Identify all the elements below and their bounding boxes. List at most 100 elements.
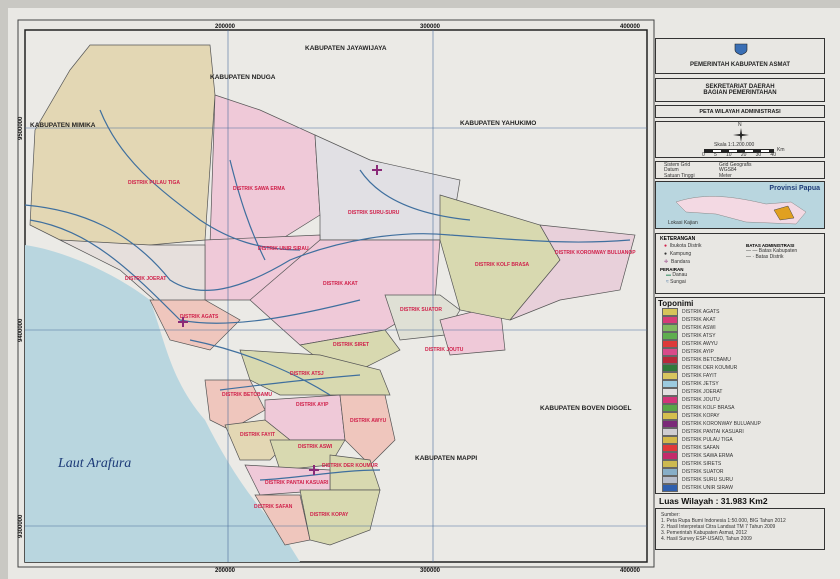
keterangan-items: ● Ibukota Distrik ● Kampung ✛ Bandara <box>664 242 820 266</box>
toponimi-item: DISTRIK KOLF BRASA <box>658 404 822 412</box>
grid-y-label: 9300000 <box>18 514 24 538</box>
district-label: DISTRIK AWYU <box>350 418 387 424</box>
toponimi-label: DISTRIK AWYU <box>682 341 718 347</box>
district-label: DISTRIK DER KOUMUR <box>322 463 378 469</box>
toponimi-list: DISTRIK AGATS DISTRIK AKAT DISTRIK ASWI DIS… <box>658 308 822 492</box>
toponimi-label: DISTRIK ATSY <box>682 333 716 339</box>
keterangan-item: ● Kampung <box>664 250 820 258</box>
grid-x-label-bottom: 200000 <box>215 568 236 574</box>
office-box: SEKRETARIAT DAERAH BAGIAN PEMERINTAHAN <box>655 78 825 102</box>
toponimi-label: DISTRIK PANTAI KASUARI <box>682 429 744 435</box>
source-item: 2. Hasil Interpretasi Citra Landsat TM 7… <box>661 524 776 530</box>
color-swatch <box>662 324 678 332</box>
toponimi-item: DISTRIK SUATOR <box>658 468 822 476</box>
district-label: DISTRIK SURU-SURU <box>348 210 400 216</box>
toponimi-label: DISTRIK JETSY <box>682 381 719 387</box>
toponimi-label: DISTRIK SURU SURU <box>682 477 733 483</box>
toponimi-item: DISTRIK SAWA ERMA <box>658 452 822 460</box>
toponimi-item: DISTRIK SURU SURU <box>658 476 822 484</box>
color-swatch <box>662 444 678 452</box>
projection-row: Datum WGS84 <box>664 167 816 174</box>
toponimi-label: DISTRIK UNIR SIRAW <box>682 485 733 491</box>
water-label: Sungai <box>670 279 686 285</box>
color-swatch <box>662 428 678 436</box>
scale-tick: 30 <box>755 152 762 158</box>
toponimi-item: DISTRIK JOERAT <box>658 388 822 396</box>
source-item: 4. Hasil Survey ESP-USAID, Tahun 2009 <box>661 536 752 542</box>
toponimi-item: DISTRIK JOUTU <box>658 396 822 404</box>
color-swatch <box>662 452 678 460</box>
district-label: DISTRIK SAFAN <box>254 504 293 510</box>
projection-row: Satuan Tinggi Meter <box>664 172 816 179</box>
projection-key: Datum <box>664 167 679 174</box>
toponimi-title: Toponimi <box>658 299 694 308</box>
sources-title: Sumber: <box>661 512 680 518</box>
neighbor-label: KABUPATEN YAHUKIMO <box>460 120 536 127</box>
district-label: DISTRIK UNIR SIRAU <box>258 246 309 252</box>
district-label: DISTRIK SIRET <box>333 342 369 348</box>
map-title: PETA WILAYAH ADMINISTRASI <box>699 109 781 115</box>
district-label: DISTRIK SAWA ERMA <box>233 186 285 192</box>
inset-map <box>675 196 807 225</box>
district-labels: DISTRIK PULAU TIGA DISTRIK SAWA ERMA DIS… <box>125 180 636 518</box>
keterangan-item: ● Ibukota Distrik <box>664 242 820 250</box>
water-title: PERAIRAN <box>660 267 684 272</box>
keterangan-label: Ibukota Distrik <box>669 243 702 249</box>
projection-value: Grid Geografis <box>719 162 752 168</box>
red-dot-icon: ● <box>664 243 668 249</box>
projection-value: Meter <box>719 172 732 179</box>
neighbor-label: KABUPATEN NDUGA <box>210 74 276 81</box>
header-title: PEMERINTAH KABUPATEN ASMAT <box>690 62 790 68</box>
area-label: Luas Wilayah : 31.983 Km2 <box>659 496 768 506</box>
color-swatch <box>662 468 678 476</box>
color-swatch <box>662 340 678 348</box>
grid-x-label-bottom: 300000 <box>420 568 441 574</box>
district-label: DISTRIK BETCBAMU <box>222 392 272 398</box>
admin-label: Batas Distrik <box>755 254 784 260</box>
toponimi-item: DISTRIK JETSY <box>658 380 822 388</box>
toponimi-item: DISTRIK BETCBAMU <box>658 356 822 364</box>
sea-area <box>25 245 300 562</box>
inset-legend: Lokasi Kajian <box>668 220 698 226</box>
admin-boundary-legend: BATAS ADMINISTRASI — — Batas Kabupaten —… <box>746 243 797 260</box>
color-swatch <box>662 412 678 420</box>
toponimi-item: DISTRIK ATSY <box>658 332 822 340</box>
district-koroway-buluanop-area <box>509 224 636 321</box>
projection-key: Sistem Grid <box>664 162 691 168</box>
black-dot-icon: ● <box>664 251 668 257</box>
projection-box: Sistem Grid Grid Geografis Datum WGS84 Sat… <box>655 161 825 179</box>
neighbor-label: KABUPATEN JAYAWIJAYA <box>305 45 387 52</box>
grid-x-label-top: 200000 <box>215 24 236 30</box>
source-item: 3. Pemerintah Kabupaten Asmat, 2012 <box>661 530 747 536</box>
scale-tick: 20 <box>740 152 747 158</box>
toponimi-item: DISTRIK FAYIT <box>658 372 822 380</box>
office-line1: SEKRETARIAT DAERAH <box>705 84 775 90</box>
toponimi-item: DISTRIK SAFAN <box>658 444 822 452</box>
district-label: DISTRIK PULAU TIGA <box>128 180 180 186</box>
inset-map-box: Provinsi Papua Lokasi Kajian <box>655 181 825 229</box>
scale-ticks: 0 5 10 20 30 40 <box>702 152 776 158</box>
toponimi-label: DISTRIK FAYIT <box>682 373 717 379</box>
north-label: N <box>738 122 742 128</box>
district-label: DISTRIK KOLF BRASA <box>475 262 530 268</box>
district-label: DISTRIK SUATOR <box>400 307 442 313</box>
toponimi-label: DISTRIK SUATOR <box>682 469 724 475</box>
color-swatch <box>662 332 678 340</box>
neighbor-label: KABUPATEN MAPPI <box>415 455 477 462</box>
toponimi-label: DISTRIK JOERAT <box>682 389 723 395</box>
district-kopay-area <box>299 489 381 546</box>
toponimi-label: DISTRIK KOPAY <box>682 413 720 419</box>
toponimi-item: DISTRIK PANTAI KASUARI <box>658 428 822 436</box>
inset-title: Provinsi Papua <box>769 185 820 192</box>
admin-label: Batas Kabupaten <box>758 248 798 254</box>
toponimi-label: DISTRIK BETCBAMU <box>682 357 731 363</box>
toponimi-label: DISTRIK AKAT <box>682 317 716 323</box>
toponimi-label: DISTRIK SAWA ERMA <box>682 453 734 459</box>
keterangan-item: ✛ Bandara <box>664 258 820 266</box>
district-label: DISTRIK KORONWAY BULUANOP <box>555 250 636 256</box>
toponimi-label: DISTRIK KORONWAY BULUANUP <box>682 421 761 427</box>
grid-x-label-bottom: 400000 <box>620 568 641 574</box>
airport-icon <box>309 465 319 475</box>
toponimi-item: DISTRIK KOPAY <box>658 412 822 420</box>
projection-key: Satuan Tinggi <box>664 172 695 179</box>
